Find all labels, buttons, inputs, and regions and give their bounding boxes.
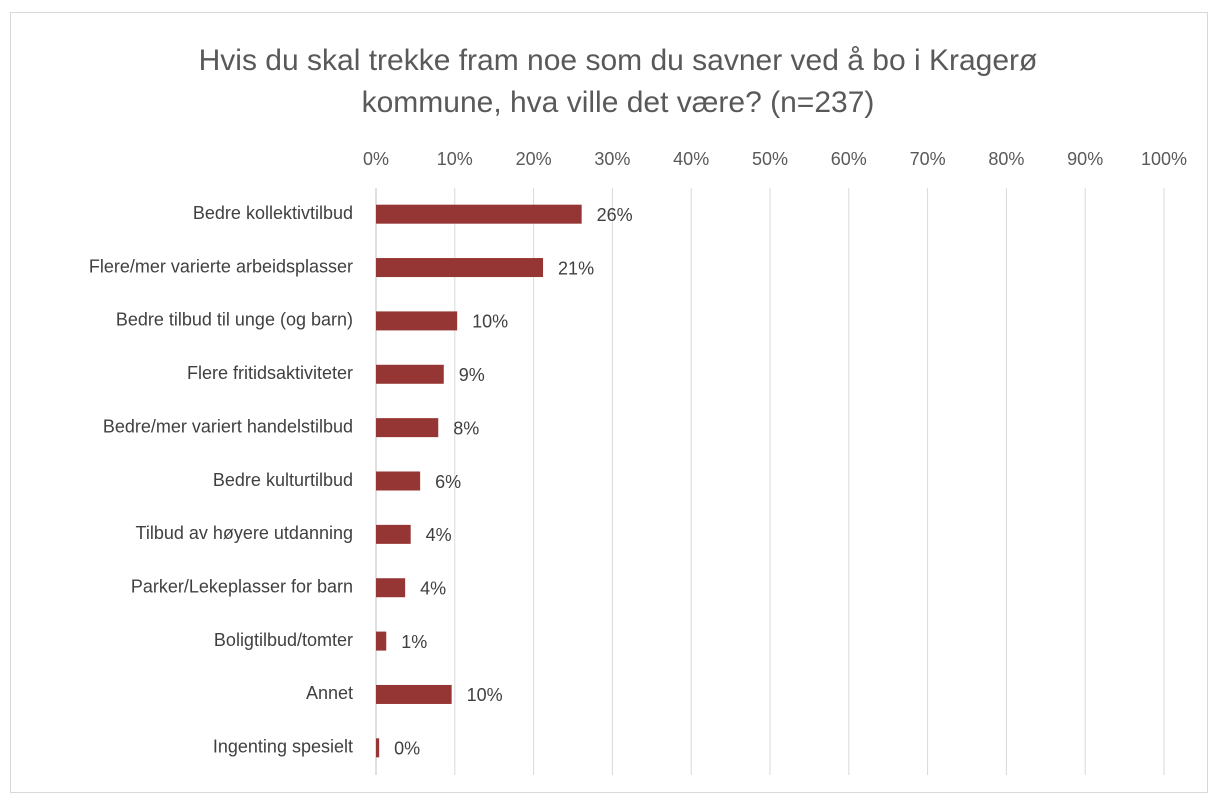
x-tick-label: 10% [437,149,473,169]
category-label: Ingenting spesielt [213,737,353,757]
chart-border [10,12,1208,793]
x-tick-label: 100% [1141,149,1187,169]
x-tick-label: 20% [516,149,552,169]
chart-title: kommune, hva ville det være? (n=237) [362,86,875,119]
data-label: 26% [597,205,633,225]
data-label: 4% [420,578,446,598]
x-tick-label: 50% [752,149,788,169]
category-label: Bedre/mer variert handelstilbud [103,416,353,436]
data-label: 10% [472,312,508,332]
bar [376,738,380,758]
data-label: 21% [558,258,594,278]
category-label: Tilbud av høyere utdanning [136,523,353,543]
category-label: Parker/Lekeplasser for barn [131,576,353,596]
category-label: Flere/mer varierte arbeidsplasser [89,256,353,276]
bar [376,311,458,331]
data-label: 9% [459,365,485,385]
x-tick-label: 0% [363,149,389,169]
bar [376,471,421,491]
bar [376,418,439,438]
data-label: 8% [453,418,479,438]
x-tick-label: 30% [594,149,630,169]
category-label: Bedre kollektivtilbud [193,203,353,223]
x-tick-label: 40% [673,149,709,169]
bar [376,684,452,704]
x-tick-label: 60% [831,149,867,169]
category-label: Annet [306,683,353,703]
category-label: Bedre tilbud til unge (og barn) [116,310,353,330]
chart-title: Hvis du skal trekke fram noe som du savn… [199,44,1038,77]
data-label: 0% [394,739,420,759]
bar [376,524,411,544]
bar [376,578,406,598]
category-label: Flere fritidsaktiviteter [187,363,353,383]
data-label: 6% [435,472,461,492]
category-label: Bedre kulturtilbud [213,470,353,490]
bar [376,258,544,278]
category-label: Boligtilbud/tomter [214,630,353,650]
x-tick-label: 80% [988,149,1024,169]
x-tick-label: 70% [910,149,946,169]
data-label: 10% [467,685,503,705]
data-label: 1% [401,632,427,652]
data-label: 4% [426,525,452,545]
x-tick-label: 90% [1067,149,1103,169]
bar [376,364,444,384]
bar [376,204,582,224]
bar [376,631,387,651]
